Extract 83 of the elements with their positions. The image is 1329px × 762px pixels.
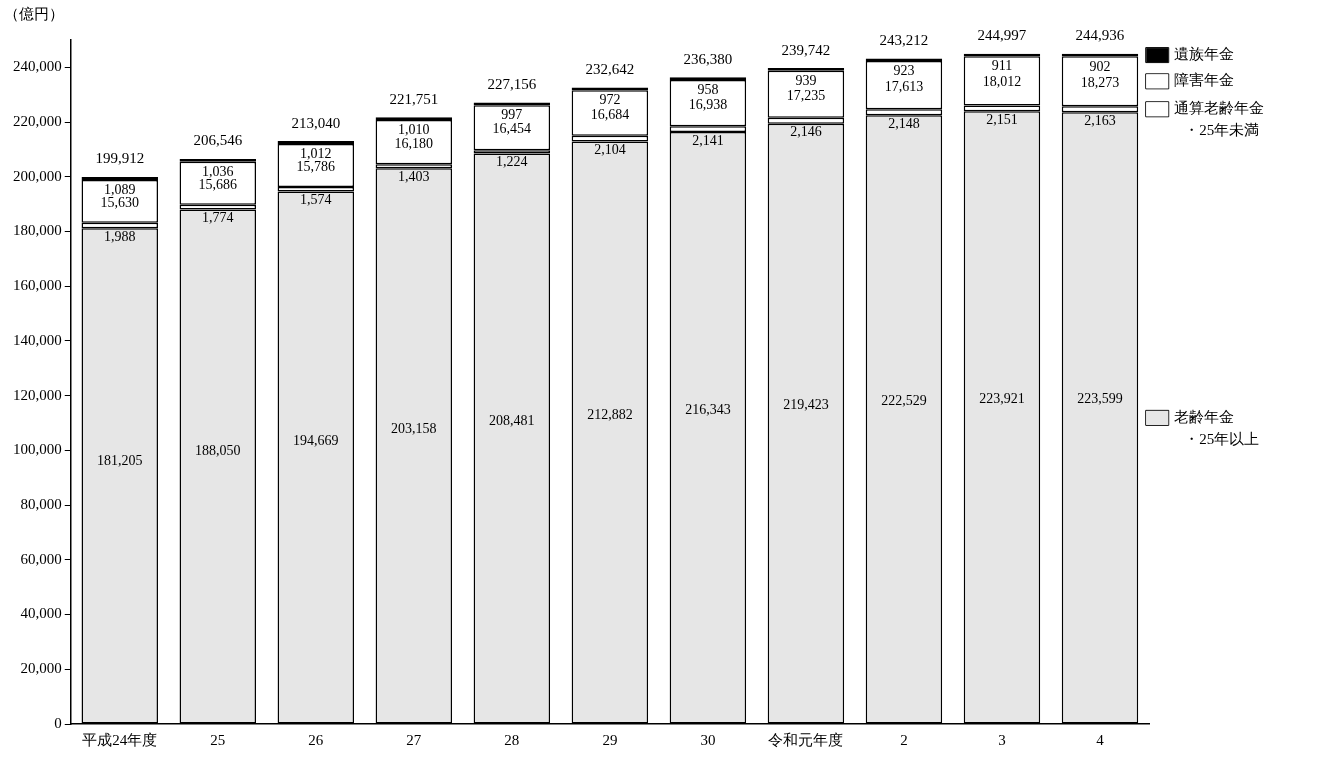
y-tick-label: 140,000 (13, 331, 62, 348)
data-label: 1,988 (104, 228, 136, 244)
total-label: 221,751 (389, 90, 439, 107)
data-label: 212,882 (587, 406, 633, 422)
y-tick-label: 180,000 (13, 222, 62, 239)
legend-label: 遺族年金 (1174, 46, 1235, 63)
data-label: 2,163 (1084, 112, 1116, 128)
legend-label: 通算老齢年金・25年未満 (1174, 100, 1265, 139)
x-tick-label: 27 (406, 731, 422, 748)
data-label: 1,012 (300, 145, 332, 161)
data-label: 223,599 (1077, 391, 1123, 407)
data-label: 997 (501, 107, 523, 123)
data-label: 1,010 (398, 121, 430, 137)
x-tick-label: 令和元年度 (768, 731, 844, 748)
total-label: 213,040 (291, 114, 341, 131)
x-tick-label: 29 (602, 731, 618, 748)
total-label: 239,742 (781, 41, 831, 58)
x-tick-label: 平成24年度 (82, 731, 158, 748)
data-label: 2,146 (790, 124, 822, 140)
legend-label: 老齢年金・25年以上 (1174, 408, 1260, 447)
total-label: 232,642 (585, 60, 635, 77)
data-label: 223,921 (979, 390, 1025, 406)
x-tick-label: 25 (210, 731, 226, 748)
total-label: 244,936 (1075, 27, 1125, 44)
data-label: 958 (697, 81, 719, 97)
data-label: 16,684 (590, 106, 630, 122)
y-tick-label: 80,000 (20, 496, 62, 513)
data-label: 17,613 (884, 78, 924, 94)
y-tick-label: 20,000 (20, 660, 62, 677)
data-label: 2,151 (986, 112, 1018, 128)
data-label: 972 (599, 92, 621, 108)
data-label: 222,529 (881, 392, 927, 408)
data-label: 1,574 (300, 192, 332, 208)
data-label: 1,089 (104, 181, 136, 197)
y-axis-title: （億円） (4, 6, 64, 23)
data-label: 2,141 (692, 132, 724, 148)
data-label: 216,343 (685, 401, 731, 417)
x-tick-label: 28 (504, 731, 520, 748)
data-label: 16,454 (492, 121, 532, 137)
total-label: 206,546 (193, 132, 243, 149)
data-label: 203,158 (391, 421, 437, 437)
data-label: 923 (893, 63, 915, 79)
data-label: 1,774 (202, 210, 234, 226)
data-label: 902 (1089, 58, 1111, 74)
y-tick-label: 200,000 (13, 167, 62, 184)
data-label: 2,104 (594, 142, 626, 158)
data-label: 219,423 (783, 397, 829, 413)
y-tick-label: 40,000 (20, 605, 62, 622)
data-label: 911 (991, 58, 1013, 74)
data-label: 16,938 (688, 96, 728, 112)
data-label: 2,148 (888, 115, 920, 131)
data-label: 939 (795, 72, 817, 88)
data-label: 181,205 (97, 452, 143, 468)
data-label: 16,180 (394, 135, 434, 151)
y-tick-label: 60,000 (20, 550, 62, 567)
total-label: 227,156 (487, 75, 537, 92)
legend-label: 障害年金 (1174, 72, 1235, 89)
data-label: 18,012 (982, 74, 1022, 90)
data-label: 15,630 (100, 195, 140, 211)
total-label: 244,997 (977, 27, 1027, 44)
data-label: 194,669 (293, 433, 339, 449)
y-tick-label: 220,000 (13, 113, 62, 130)
x-tick-label: 30 (700, 731, 716, 748)
data-label: 1,403 (398, 168, 430, 184)
x-tick-label: 3 (998, 731, 1006, 748)
total-label: 199,912 (95, 150, 145, 167)
x-tick-label: 26 (308, 731, 324, 748)
y-tick-label: 0 (54, 714, 62, 731)
total-label: 236,380 (683, 50, 733, 67)
data-label: 18,273 (1080, 74, 1120, 90)
y-tick-label: 120,000 (13, 386, 62, 403)
data-label: 208,481 (489, 413, 535, 429)
data-label: 17,235 (786, 87, 826, 103)
y-tick-label: 160,000 (13, 277, 62, 294)
data-label: 1,036 (202, 163, 234, 179)
total-label: 243,212 (879, 32, 929, 49)
x-tick-label: 4 (1096, 731, 1105, 748)
y-tick-label: 240,000 (13, 58, 62, 75)
data-label: 188,050 (195, 442, 241, 458)
y-tick-label: 100,000 (13, 441, 62, 458)
x-tick-label: 2 (900, 731, 908, 748)
data-label: 1,224 (496, 154, 528, 170)
data-label: 15,786 (296, 159, 336, 175)
